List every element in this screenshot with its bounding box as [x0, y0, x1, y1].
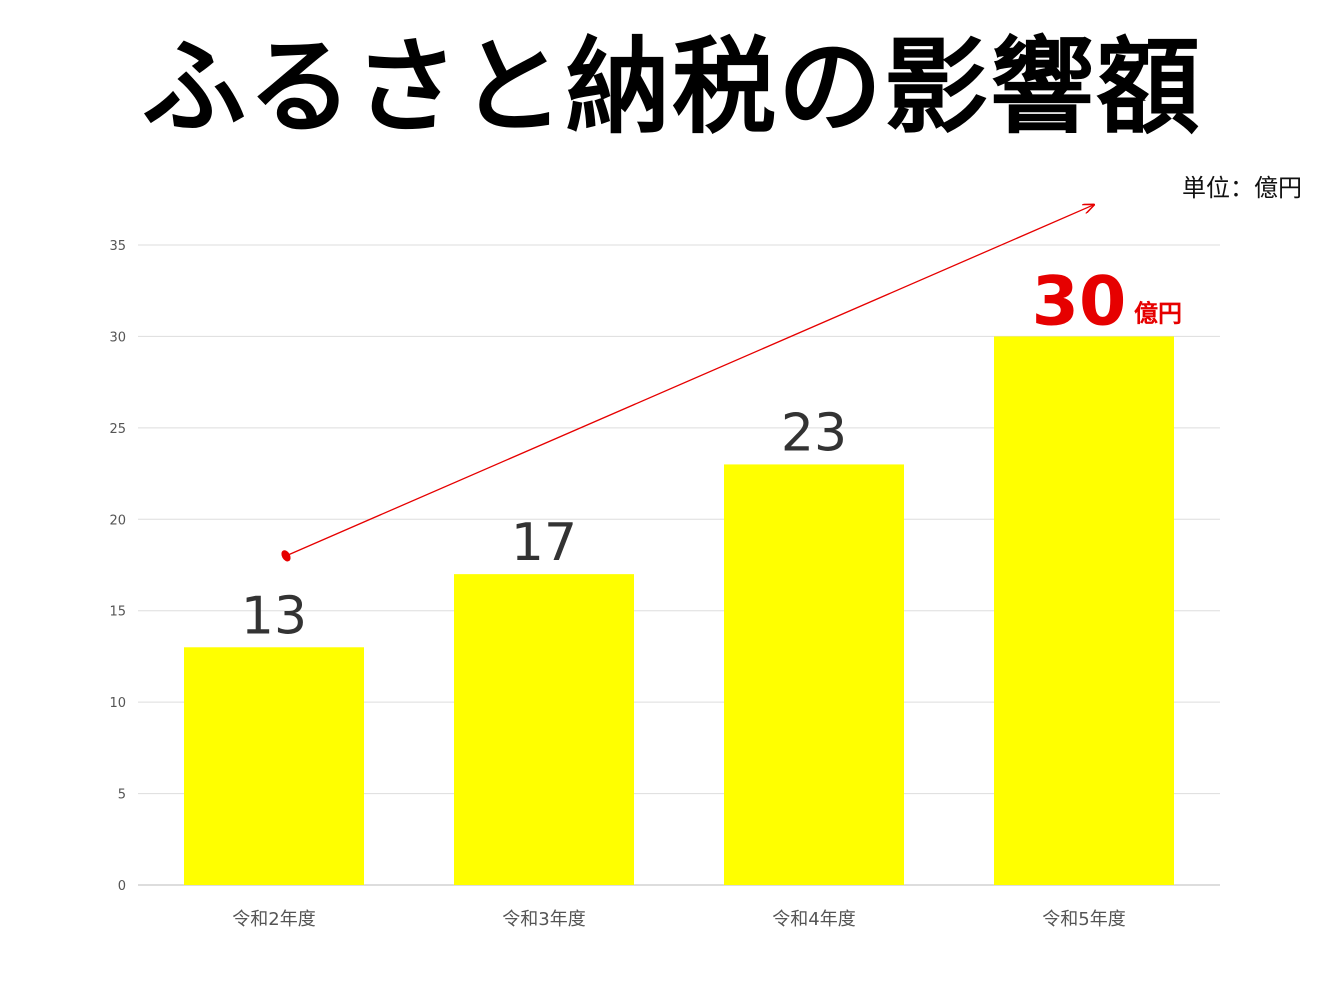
value-label: 30 — [1032, 262, 1127, 341]
value-unit-label: 億円 — [1134, 299, 1182, 327]
y-tick-label: 35 — [109, 239, 126, 254]
x-axis-ticks: 令和2年度 令和3年度 令和4年度 令和5年度 — [232, 909, 1125, 930]
value-label: 23 — [781, 403, 847, 463]
value-label: 13 — [241, 586, 307, 646]
y-tick-label: 20 — [109, 513, 126, 528]
x-tick-label: 令和3年度 — [502, 909, 585, 930]
chart-title: ふるさと納税の影響額 — [141, 26, 1202, 148]
bar — [454, 574, 634, 885]
value-labels: 13 17 23 30 億円 — [241, 262, 1182, 646]
value-label: 17 — [511, 513, 577, 573]
y-tick-label: 10 — [109, 696, 126, 711]
y-tick-label: 0 — [118, 879, 126, 894]
y-tick-label: 30 — [109, 330, 126, 345]
y-tick-label: 25 — [109, 422, 126, 437]
x-tick-label: 令和2年度 — [232, 909, 315, 930]
y-axis-ticks: 0 5 10 15 20 25 30 35 — [109, 239, 126, 894]
unit-label: 単位：億円 — [1182, 174, 1302, 202]
bar — [724, 464, 904, 885]
y-tick-label: 15 — [109, 605, 126, 620]
x-tick-label: 令和5年度 — [1042, 909, 1125, 930]
bar — [994, 336, 1174, 885]
bars — [184, 336, 1174, 885]
x-tick-label: 令和4年度 — [772, 909, 855, 930]
trend-arrow — [281, 205, 1094, 562]
trend-arrow-line — [285, 205, 1094, 557]
bar — [184, 647, 364, 885]
y-tick-label: 5 — [118, 788, 126, 803]
